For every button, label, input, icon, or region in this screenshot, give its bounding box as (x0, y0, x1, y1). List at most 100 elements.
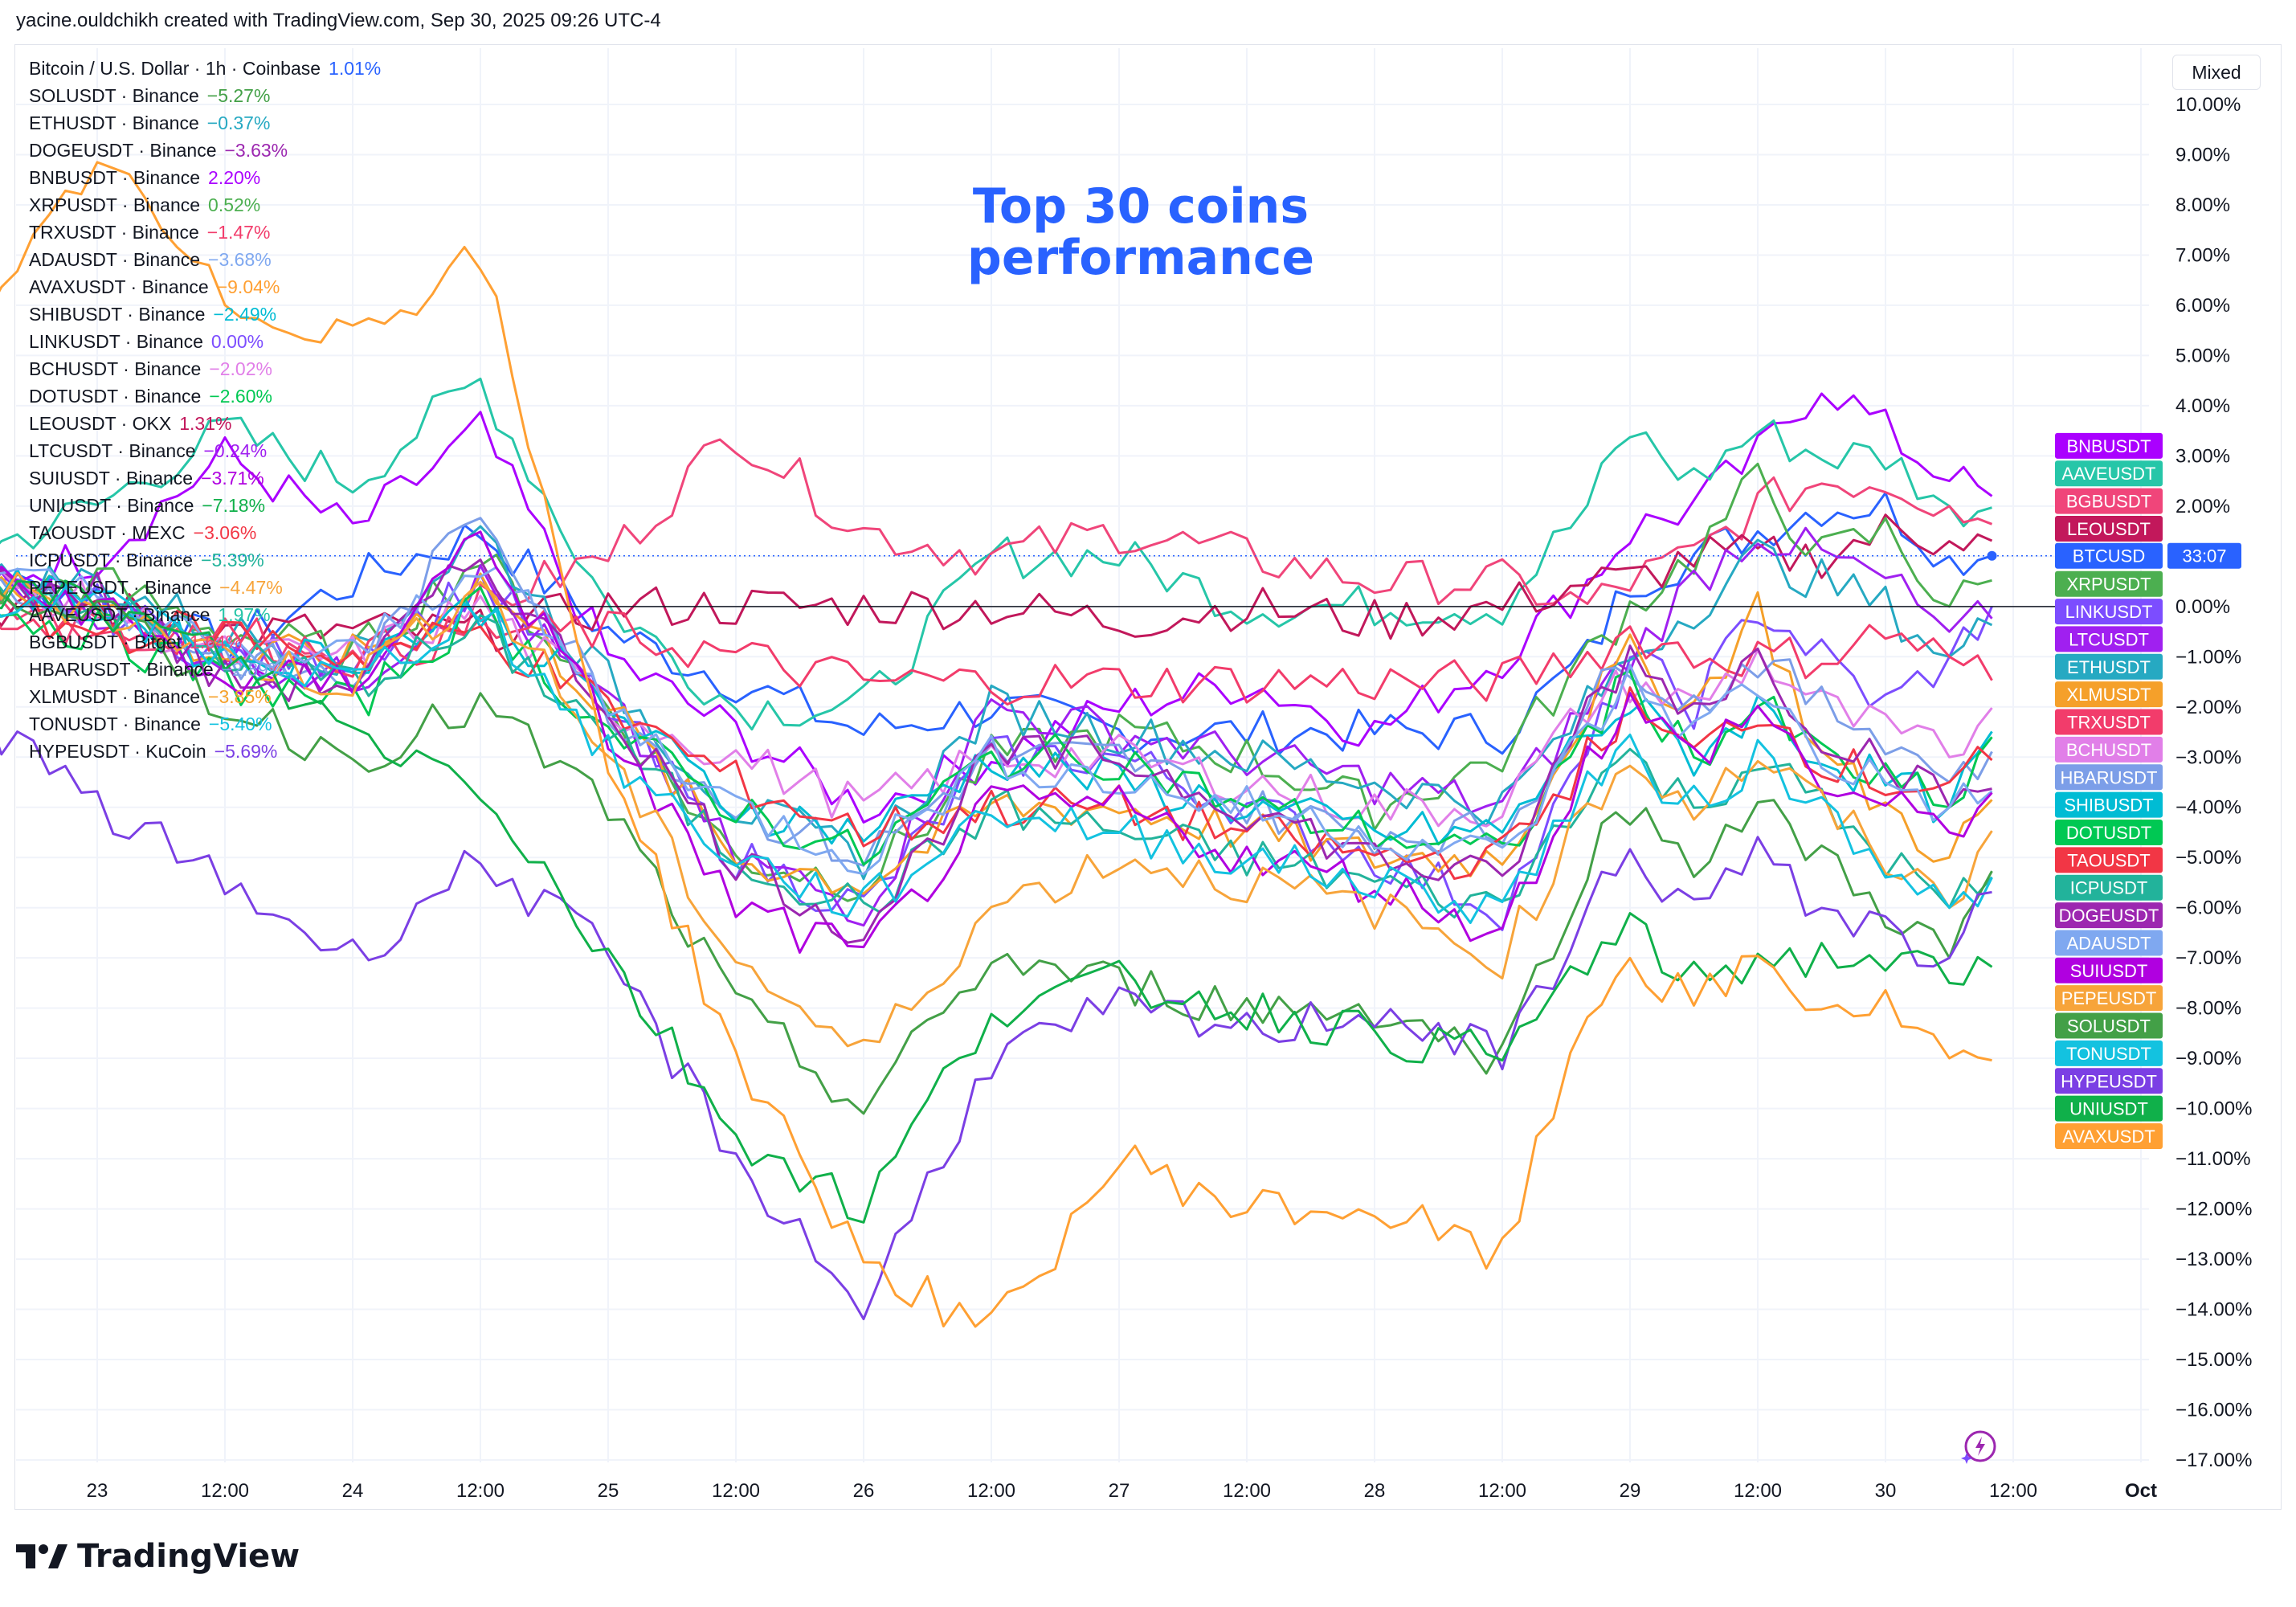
badge-bg (2055, 681, 2163, 708)
scale-mode-button[interactable]: Mixed (2172, 55, 2261, 90)
series-line-xlmusdt (0, 572, 1993, 895)
y-tick-label: −6.00% (2175, 898, 2241, 919)
legend-symbol: HBARUSDT · Binance (29, 659, 214, 680)
x-tick-label: 30 (1875, 1480, 1897, 1502)
legend-row[interactable]: LEOUSDT · OKX 1.31% (29, 410, 381, 437)
legend-row[interactable]: HBARUSDT · Binance −2.89% (29, 656, 381, 683)
legend-row[interactable]: SHIBUSDT · Binance −2.49% (29, 301, 381, 328)
legend-row[interactable]: UNIUSDT · Binance −7.18% (29, 492, 381, 519)
countdown-bg (2167, 542, 2241, 569)
legend-row[interactable]: BGBUSDT · Bitget 1.64% (29, 628, 381, 656)
y-tick-label: −3.00% (2175, 746, 2241, 768)
x-tick-label: 12:00 (1734, 1480, 1782, 1502)
legend-symbol: BCHUSDT · Binance (29, 358, 202, 379)
legend-row[interactable]: ADAUSDT · Binance −3.68% (29, 246, 381, 273)
legend-change: −3.06% (193, 522, 257, 543)
y-tick-label: −8.00% (2175, 998, 2241, 1020)
x-tick-label: Oct (2125, 1480, 2157, 1502)
legend-row[interactable]: AVAXUSDT · Binance −9.04% (29, 273, 381, 301)
badge-label: DOGEUSDT (2059, 906, 2159, 926)
legend-row[interactable]: DOTUSDT · Binance −2.60% (29, 382, 381, 410)
legend-row[interactable]: SOLUSDT · Binance −5.27% (29, 82, 381, 109)
y-tick-label: −16.00% (2175, 1400, 2252, 1421)
legend-change: −5.39% (201, 550, 264, 570)
legend-change: 1.01% (329, 58, 382, 79)
legend-row[interactable]: AAVEUSDT · Binance 1.97% (29, 601, 381, 628)
lightning-badge-icon[interactable] (1960, 1426, 2000, 1466)
legend-row[interactable]: HYPEUSDT · KuCoin −5.69% (29, 738, 381, 765)
legend-symbol: UNIUSDT · Binance (29, 495, 194, 516)
legend-change: −0.37% (206, 112, 271, 133)
legend-symbol: DOTUSDT · Binance (29, 386, 202, 407)
legend-row[interactable]: PEPEUSDT · Binance −4.47% (29, 574, 381, 601)
series-line-avaxusdt (0, 161, 1992, 1328)
y-tick-label: 9.00% (2175, 144, 2230, 166)
legend-symbol: PEPEUSDT · Binance (29, 577, 212, 598)
badge-label: AVAXUSDT (2062, 1127, 2155, 1147)
legend-change: −9.04% (216, 276, 280, 297)
badge-bg (2055, 736, 2163, 763)
badge-label: BGBUSDT (2066, 492, 2151, 512)
legend-row[interactable]: BCHUSDT · Binance −2.02% (29, 355, 381, 382)
brand-name: TradingView (77, 1538, 300, 1575)
badge-xlmusdt: XLMUSDT (2055, 681, 2163, 708)
series-line-dotusdt (0, 586, 1993, 866)
x-tick-label: 12:00 (1478, 1480, 1526, 1502)
badge-bg (2055, 1122, 2163, 1149)
legend-row[interactable]: SUIUSDT · Binance −3.71% (29, 464, 381, 492)
series-line-solusdt (0, 588, 1993, 1115)
legend-row[interactable]: TRXUSDT · Binance −1.47% (29, 219, 381, 246)
y-tick-label: 8.00% (2175, 194, 2230, 216)
badge-bg (2055, 542, 2163, 569)
badge-aaveusdt: AAVEUSDT (2055, 460, 2163, 487)
badge-bg (2055, 764, 2163, 791)
legend-row[interactable]: XRPUSDT · Binance 0.52% (29, 191, 381, 219)
badge-bg (2055, 515, 2163, 542)
badge-dogeusdt: DOGEUSDT (2055, 902, 2163, 929)
legend-row[interactable]: TAOUSDT · MEXC −3.06% (29, 519, 381, 546)
y-tick-label: 3.00% (2175, 445, 2230, 467)
series-line-bnbusdt (0, 392, 1993, 824)
legend-row[interactable]: Bitcoin / U.S. Dollar · 1h · Coinbase 1.0… (29, 55, 381, 82)
badge-label: XLMUSDT (2066, 685, 2151, 705)
legend-symbol: LTCUSDT · Binance (29, 440, 196, 461)
btc-last-point (1987, 550, 1997, 561)
legend-row[interactable]: DOGEUSDT · Binance −3.63% (29, 137, 381, 164)
legend-row[interactable]: LINKUSDT · Binance 0.00% (29, 328, 381, 355)
legend-change: −2.89% (221, 659, 285, 680)
legend-row[interactable]: ETHUSDT · Binance −0.37% (29, 109, 381, 137)
badge-taousdt: TAOUSDT (2055, 847, 2163, 873)
legend-symbol: AAVEUSDT · Binance (29, 604, 210, 625)
x-tick-label: 12:00 (1223, 1480, 1271, 1502)
badge-label: SOLUSDT (2067, 1016, 2151, 1037)
legend-symbol: Bitcoin / U.S. Dollar · 1h · Coinbase (29, 58, 321, 79)
x-tick-label: 27 (1109, 1480, 1130, 1502)
badge-label: TONUSDT (2066, 1044, 2151, 1064)
y-tick-label: −11.00% (2175, 1148, 2251, 1170)
legend-symbol: AVAXUSDT · Binance (29, 276, 209, 297)
badge-solusdt: SOLUSDT (2055, 1012, 2163, 1039)
legend-symbol: XLMUSDT · Binance (29, 686, 201, 707)
y-tick-label: 0.00% (2175, 596, 2230, 618)
branding[interactable]: TradingView (16, 1538, 300, 1575)
legend-change: −0.24% (203, 440, 268, 461)
badge-label: SUIUSDT (2070, 961, 2148, 981)
badge-label: LEOUSDT (2067, 519, 2151, 539)
legend-row[interactable]: BNBUSDT · Binance 2.20% (29, 164, 381, 191)
legend-row[interactable]: LTCUSDT · Binance −0.24% (29, 437, 381, 464)
badge-label: UNIUSDT (2069, 1099, 2148, 1119)
badge-label: HYPEUSDT (2061, 1071, 2157, 1091)
badge-layer: BNBUSDT AAVEUSDT BGBUSDT LEOUSDT BTCUSD XRPUS… (2055, 432, 2241, 1149)
legend-row[interactable]: TONUSDT · Binance −5.40% (29, 710, 381, 738)
legend-change: −3.68% (208, 249, 272, 270)
badge-bg (2055, 599, 2163, 625)
y-tick-label: 7.00% (2175, 244, 2230, 266)
legend: Bitcoin / U.S. Dollar · 1h · Coinbase 1.0… (29, 55, 381, 765)
legend-symbol: ICPUSDT · Binance (29, 550, 194, 570)
legend-row[interactable]: XLMUSDT · Binance −3.85% (29, 683, 381, 710)
badge-bg (2055, 1095, 2163, 1122)
badge-ltcusdt: LTCUSDT (2055, 626, 2163, 652)
badge-uniusdt: UNIUSDT (2055, 1095, 2163, 1122)
legend-row[interactable]: ICPUSDT · Binance −5.39% (29, 546, 381, 574)
badge-bg (2055, 819, 2163, 845)
